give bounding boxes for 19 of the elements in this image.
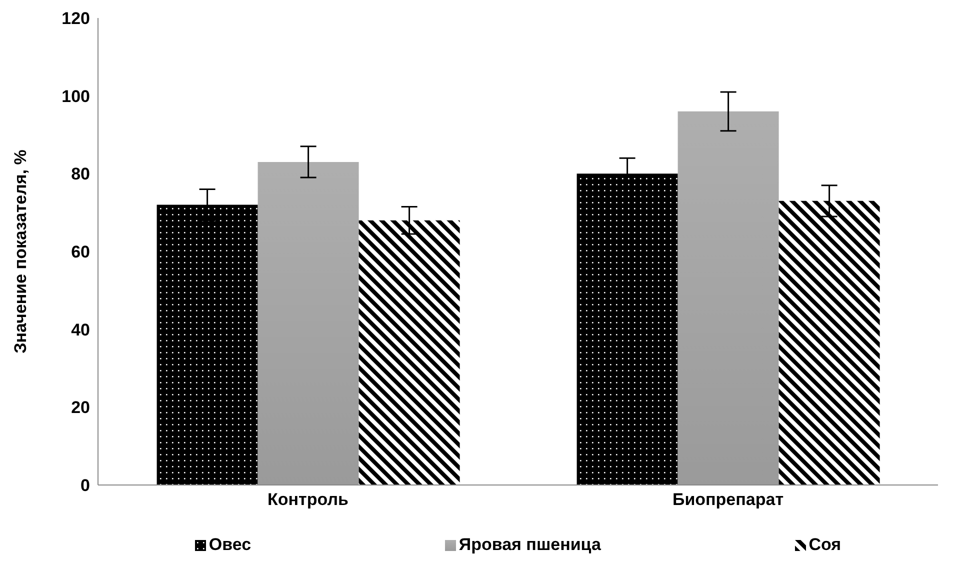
- bar: [358, 220, 460, 485]
- legend-label: Овес: [208, 535, 252, 555]
- y-tick-label: 60: [71, 242, 90, 262]
- x-tick-label: Контроль: [268, 490, 348, 510]
- y-tick-label: 100: [62, 86, 90, 106]
- y-tick-label: 80: [71, 164, 90, 184]
- x-tick-label: Биопрепарат: [672, 490, 784, 510]
- y-tick-label: 20: [71, 398, 90, 418]
- y-tick-label: 120: [62, 9, 90, 28]
- bar: [156, 204, 258, 485]
- bar: [778, 200, 880, 485]
- bar: [258, 162, 359, 485]
- y-axis-title: Значение показателя, %: [11, 150, 30, 354]
- legend-label: Соя: [808, 535, 842, 555]
- bar: [576, 174, 678, 485]
- y-tick-label: 0: [80, 476, 90, 496]
- legend-label: Яровая пшеница: [458, 535, 601, 555]
- y-tick-label: 40: [71, 320, 90, 340]
- bar: [678, 111, 779, 485]
